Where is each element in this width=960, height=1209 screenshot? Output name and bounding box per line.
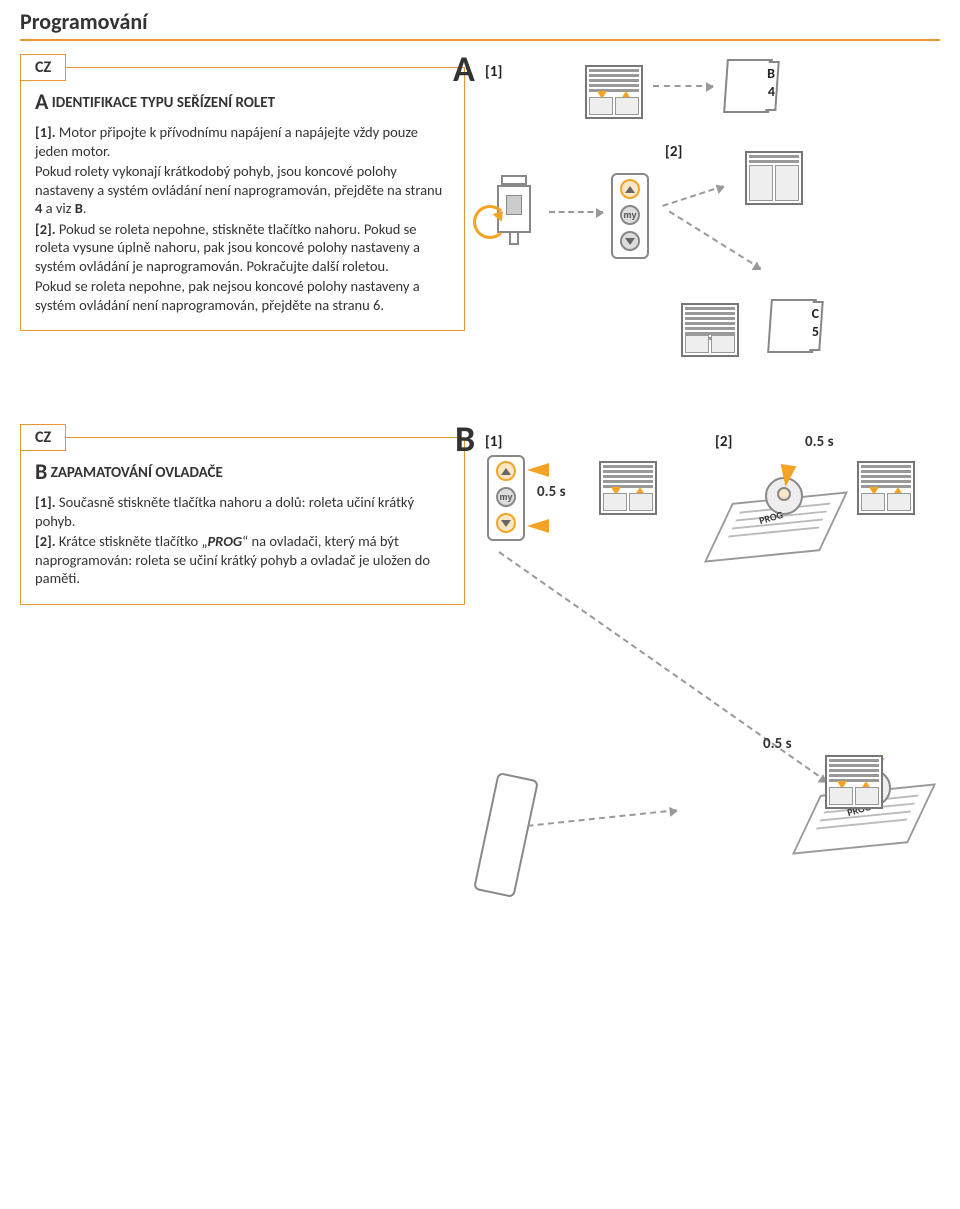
shutter-icon [599, 461, 657, 515]
section-a-body: [1]. Motor připojte k přívodnímu napájen… [35, 123, 450, 314]
section-a-letter: A [35, 88, 48, 115]
duration-label: 0.5 s [537, 483, 566, 501]
b-p2a: Krátce stiskněte tlačítko „ [56, 532, 208, 550]
lang-tag-b: CZ [20, 424, 66, 451]
press-arrow-icon [527, 463, 549, 477]
dashed-arrow-icon [653, 85, 713, 87]
section-a-heading-text: IDENTIFIKACE TYPU SEŘÍZENÍ ROLET [52, 94, 275, 112]
a-ref1: [1]. [35, 123, 56, 141]
section-b-body: [1]. Současně stiskněte tlačítka nahoru … [35, 493, 450, 588]
b-ref1: [1]. [35, 493, 56, 511]
shutter-icon [681, 303, 739, 357]
remote-my-icon: my [496, 487, 516, 507]
a-ref2: [2]. [35, 220, 56, 238]
prog-press-icon: PROG [721, 467, 841, 567]
a-p4: Pokud se roleta nepohne, pak nejsou konc… [35, 277, 450, 314]
booklet-b: B [767, 65, 775, 82]
a-p2d: . [83, 199, 87, 217]
booklet-icon: B 4 [725, 59, 771, 113]
booklet-c: C [812, 305, 819, 322]
diagram-a: A [1] B 4 my [2] [485, 55, 940, 405]
remote-my-icon: my [620, 205, 640, 225]
shutter-icon [857, 461, 915, 515]
diagram-b-letter: B [455, 417, 475, 461]
shutter-icon [585, 65, 643, 119]
press-arrow-icon [527, 519, 549, 533]
section-a-text: CZ A IDENTIFIKACE TYPU SEŘÍZENÍ ROLET [1… [20, 55, 465, 405]
duration-label: 0.5 s [805, 433, 834, 451]
section-b-letter: B [35, 458, 47, 485]
diagram-b-label2: [2] [715, 433, 732, 451]
remote-up-icon [620, 179, 640, 199]
diagram-a-label1: [1] [485, 63, 502, 81]
shutter-icon [825, 755, 883, 809]
section-b-heading-text: ZAPAMATOVÁNÍ OVLADAČE [51, 464, 223, 482]
remote-down-icon [496, 513, 516, 533]
lang-tag-a: CZ [20, 54, 66, 81]
breaker-icon [491, 175, 537, 245]
diagram-a-label2: [2] [665, 143, 682, 161]
diagram-b: B [1] [2] my 0.5 s 0.5 s PROG [485, 425, 940, 945]
a-p2c: a viz [42, 199, 74, 217]
section-a-box: CZ A IDENTIFIKACE TYPU SEŘÍZENÍ ROLET [1… [20, 67, 465, 331]
remote-back-icon [473, 772, 539, 898]
a-p1: Motor připojte k přívodnímu napájení a n… [35, 123, 418, 160]
section-a-heading: A IDENTIFIKACE TYPU SEŘÍZENÍ ROLET [35, 88, 450, 115]
remote-up-icon [496, 461, 516, 481]
page-title-bar: Programování [20, 8, 940, 41]
section-b-text: CZ B ZAPAMATOVÁNÍ OVLADAČE [1]. Současně… [20, 425, 465, 945]
booklet-4: 4 [768, 83, 775, 100]
section-a-row: CZ A IDENTIFIKACE TYPU SEŘÍZENÍ ROLET [1… [20, 55, 940, 405]
duration-label: 0.5 s [763, 735, 792, 753]
shutter-icon [745, 151, 803, 205]
section-b-row: CZ B ZAPAMATOVÁNÍ OVLADAČE [1]. Současně… [20, 425, 940, 945]
b-ref2: [2]. [35, 532, 56, 550]
dashed-arrow-icon [662, 185, 723, 207]
dashed-arrow-icon [669, 211, 762, 270]
a-p2b2: B [75, 199, 83, 217]
a-p2a: Pokud rolety vykonají krátkodobý pohyb, … [35, 162, 442, 199]
a-p3: Pokud se roleta nepohne, stiskněte tlačí… [35, 220, 420, 275]
dashed-arrow-icon [527, 809, 676, 827]
page-title: Programování [20, 8, 940, 35]
remote-down-icon [620, 231, 640, 251]
section-b-box: CZ B ZAPAMATOVÁNÍ OVLADAČE [1]. Současně… [20, 437, 465, 605]
remote-icon: my [487, 455, 525, 541]
diagram-b-label1: [1] [485, 433, 502, 451]
b-p2b: PROG [207, 532, 242, 550]
booklet-5: 5 [812, 323, 819, 340]
section-b-heading: B ZAPAMATOVÁNÍ OVLADAČE [35, 458, 450, 485]
remote-icon: my [611, 173, 649, 259]
booklet-icon: C 5 [769, 299, 815, 353]
diagram-a-letter: A [453, 47, 475, 91]
dashed-arrow-icon [549, 211, 603, 213]
b-p1: Současně stiskněte tlačítka nahoru a dol… [35, 493, 414, 530]
